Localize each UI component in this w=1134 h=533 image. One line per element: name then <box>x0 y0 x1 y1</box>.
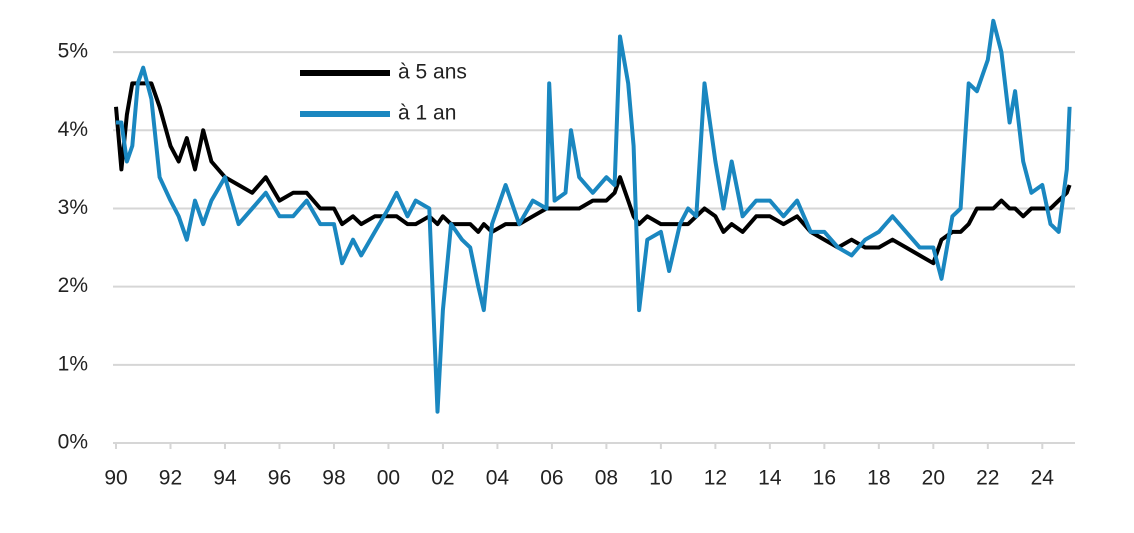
x-tick-label: 96 <box>268 467 291 490</box>
series-line <box>114 81 1072 266</box>
x-tick-label: 98 <box>322 467 345 490</box>
y-tick-label: 3% <box>58 196 88 219</box>
legend-label: à 1 an <box>398 102 456 125</box>
x-tick-label: 12 <box>704 467 727 490</box>
y-tick-label: 2% <box>58 274 88 297</box>
x-tick-label: 04 <box>486 467 510 490</box>
x-tick-label: 92 <box>159 467 182 490</box>
x-tick-label: 10 <box>649 467 672 490</box>
x-tick-label: 00 <box>377 467 400 490</box>
x-tick-label: 90 <box>104 467 127 490</box>
x-tick-label: 20 <box>922 467 945 490</box>
x-tick-label: 22 <box>976 467 999 490</box>
legend-label: à 5 ans <box>398 61 467 84</box>
x-tick-label: 06 <box>540 467 563 490</box>
y-tick-label: 1% <box>58 352 88 375</box>
series-line <box>116 18 1072 414</box>
x-tick-label: 02 <box>431 467 454 490</box>
x-tick-label: 18 <box>867 467 890 490</box>
y-tick-label: 4% <box>58 118 88 141</box>
x-tick-label: 16 <box>813 467 836 490</box>
y-tick-label: 0% <box>58 431 88 454</box>
x-tick-label: 24 <box>1031 467 1055 490</box>
x-tick-label: 94 <box>213 467 237 490</box>
y-tick-label: 5% <box>58 40 88 63</box>
x-tick-label: 08 <box>595 467 618 490</box>
x-tick-label: 14 <box>758 467 782 490</box>
